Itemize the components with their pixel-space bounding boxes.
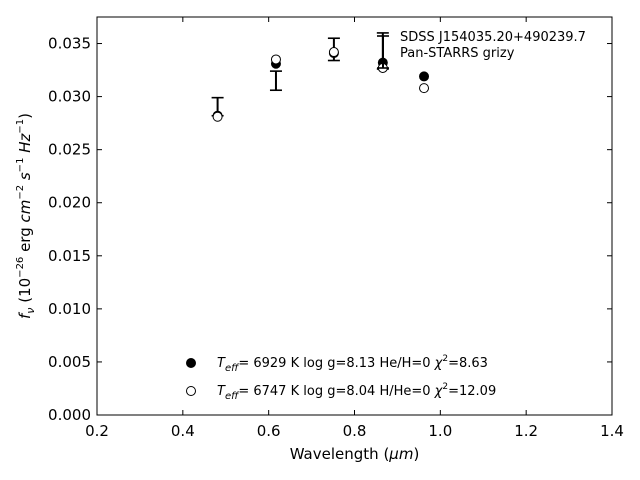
- legend: Teff= 6929 K log g=8.13 He/H=0 χ2=8.63 T…: [186, 354, 496, 402]
- legend-marker-open: [186, 386, 196, 396]
- y-tick-label: 0.000: [48, 406, 91, 424]
- y-axis-label: fν (10−26 erg cm−2 s−1 Hz−1): [15, 113, 37, 319]
- legend-entry-filled: Teff= 6929 K log g=8.13 He/H=0 χ2=8.63: [217, 354, 488, 374]
- annotation-object-name: SDSS J154035.20+490239.7: [400, 30, 586, 45]
- object-annotation: SDSS J154035.20+490239.7 Pan-STARRS griz…: [377, 30, 586, 69]
- model-point-open: [270, 54, 281, 65]
- x-tick-label: 0.6: [257, 422, 281, 440]
- model-point-open: [328, 47, 339, 58]
- annotation-survey: Pan-STARRS grizy: [400, 46, 515, 61]
- x-tick-label: 0.2: [85, 422, 109, 440]
- x-tick-label: 1.4: [600, 422, 624, 440]
- model-points: [212, 47, 430, 122]
- y-tick-label: 0.010: [48, 300, 91, 318]
- x-tick-label: 0.4: [171, 422, 195, 440]
- y-tick-label: 0.015: [48, 247, 91, 265]
- y-tick-label: 0.020: [48, 194, 91, 212]
- y-axis-ticks: 0.000 0.005 0.010 0.015 0.020 0.025 0.030 0.035: [48, 35, 612, 424]
- y-tick-label: 0.030: [48, 88, 91, 106]
- legend-entry-open: Teff= 6747 K log g=8.04 H/He=0 χ2=12.09: [217, 382, 496, 402]
- x-tick-label: 1.2: [514, 422, 538, 440]
- legend-marker-filled: [186, 358, 196, 368]
- y-tick-label: 0.035: [48, 35, 91, 53]
- x-tick-label: 1.0: [428, 422, 452, 440]
- model-point-open: [419, 83, 430, 94]
- x-axis-ticks: 0.2 0.4 0.6 0.8 1.0 1.2 1.4: [85, 17, 624, 440]
- model-point-open: [212, 111, 223, 122]
- y-tick-label: 0.025: [48, 141, 91, 159]
- observed-photometry: [211, 32, 389, 117]
- x-axis-label: Wavelength (μm): [290, 445, 420, 463]
- x-tick-label: 0.8: [343, 422, 367, 440]
- model-point-filled: [419, 71, 430, 82]
- y-tick-label: 0.005: [48, 353, 91, 371]
